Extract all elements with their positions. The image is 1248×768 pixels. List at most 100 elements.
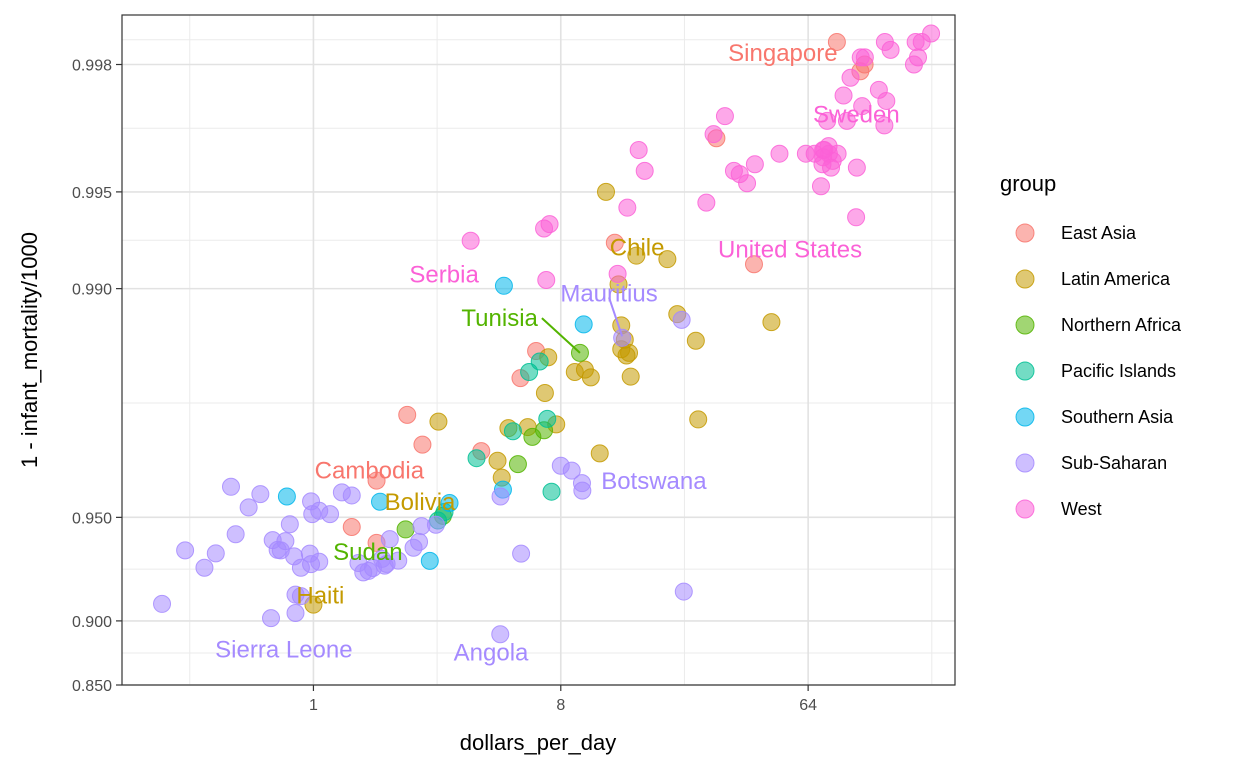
scatter-point [847, 208, 866, 227]
annotation-leader-line [541, 317, 581, 354]
scatter-point [574, 315, 593, 334]
scatter-point [440, 493, 459, 512]
scatter-point [530, 352, 549, 371]
y-axis: 0.850 0.900 0.950 0.990 0.995 0.998 [72, 58, 122, 695]
scatter-point [875, 116, 894, 135]
country-label: Cambodia [315, 458, 425, 485]
scatter-point [855, 48, 874, 67]
legend-key [1015, 361, 1035, 381]
legend-key [1015, 499, 1035, 519]
scatter-point [342, 486, 361, 505]
scatter-point [635, 161, 654, 180]
legend-label: Sub-Saharan [1061, 453, 1167, 473]
scatter-point [540, 215, 559, 234]
minor-gridlines [122, 15, 955, 685]
y-tick-label: 0.950 [72, 510, 112, 527]
scatter-point [304, 595, 323, 614]
x-axis: 1 8 64 [309, 685, 817, 714]
scatter-point [841, 68, 860, 87]
scatter-point [745, 155, 764, 174]
scatter-point [461, 231, 480, 250]
country-label: Sweden [813, 102, 900, 129]
y-axis-title: 1 - infant_mortality/1000 [17, 232, 42, 468]
scatter-point [537, 270, 556, 289]
country-label: Singapore [728, 40, 837, 67]
scatter-point [562, 461, 581, 480]
country-label: Botswana [601, 468, 707, 495]
scatter-point [535, 383, 554, 402]
scatter-point [686, 331, 705, 350]
legend-label: West [1061, 499, 1102, 519]
scatter-point [689, 410, 708, 429]
scatter-point [342, 517, 361, 536]
scatter-point [280, 515, 299, 534]
scatter-point [715, 107, 734, 126]
scatter-point [605, 233, 624, 252]
scatter-point [818, 111, 837, 130]
annotation-leader-line [608, 297, 624, 337]
scatter-point [697, 193, 716, 212]
scatter-point [674, 582, 693, 601]
scatter-point [429, 412, 448, 431]
plot-panel-border [121, 14, 956, 686]
scatter-point [503, 422, 522, 441]
scatter-point [488, 451, 507, 470]
scatter-point [613, 328, 632, 347]
legend-key [1015, 269, 1035, 289]
scatter-point [380, 530, 399, 549]
x-tick-label: 64 [799, 697, 817, 714]
x-tick-label: 1 [309, 697, 318, 714]
scatter-point [367, 471, 386, 490]
scatter-point [221, 477, 240, 496]
scatter-point [658, 250, 677, 269]
scatter-point [508, 455, 527, 474]
legend-key [1015, 407, 1035, 427]
country-label: Haiti [296, 582, 344, 609]
legend-label: Latin America [1061, 269, 1171, 289]
scatter-point [176, 541, 195, 560]
scatter-point [538, 409, 557, 428]
legend-key [1015, 453, 1035, 473]
scatter-point [704, 125, 723, 144]
scatter-point [153, 594, 172, 613]
scatter-point [467, 449, 486, 468]
scatter-point [239, 498, 258, 517]
scatter-point [420, 551, 439, 570]
scatter-point [608, 264, 627, 283]
scatter-point [847, 158, 866, 177]
scatter-point [276, 532, 295, 551]
scatter-point [744, 255, 763, 274]
data-points [153, 24, 941, 644]
scatter-point [573, 481, 592, 500]
scatter-point [226, 525, 245, 544]
scatter-point [491, 487, 510, 506]
scatter-point [762, 313, 781, 332]
scatter-point [426, 515, 445, 534]
scatter-point [491, 625, 510, 644]
country-label: Sudan [333, 539, 402, 566]
scatter-point [904, 55, 923, 74]
scatter-point [251, 485, 270, 504]
scatter-point [627, 246, 646, 265]
x-axis-title: dollars_per_day [460, 730, 617, 755]
scatter-point [262, 609, 281, 628]
country-label: Sierra Leone [215, 637, 352, 664]
country-label: United States [718, 236, 862, 263]
y-tick-label: 0.990 [72, 282, 112, 299]
scatter-point [672, 310, 691, 329]
scatter-point [618, 198, 637, 217]
legend-key [1015, 315, 1035, 335]
scatter-point [828, 144, 847, 163]
scatter-point [853, 97, 872, 116]
legend-key [1015, 223, 1035, 243]
scatter-point [877, 91, 896, 110]
scatter-point [206, 544, 225, 563]
scatter-point [770, 144, 789, 163]
country-label: Tunisia [461, 305, 538, 332]
scatter-point [512, 544, 531, 563]
scatter-point [413, 435, 432, 454]
scatter-point [837, 111, 856, 130]
scatter-point [834, 86, 853, 105]
scatter-point [396, 520, 415, 539]
